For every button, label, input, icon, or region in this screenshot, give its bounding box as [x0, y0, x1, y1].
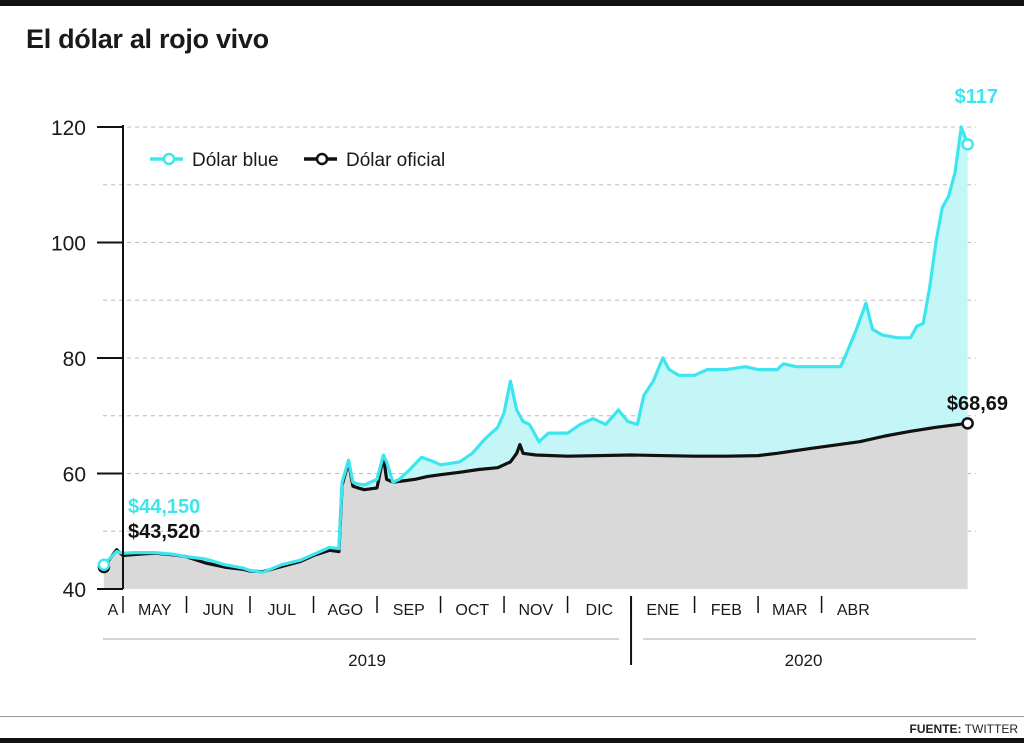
year-label-2020: 2020 [785, 651, 823, 670]
legend-dolar-blue-label: Dólar blue [192, 150, 279, 171]
x-tick-label: NOV [518, 602, 553, 619]
x-tick-label: ABR [837, 602, 870, 619]
x-tick-label: SEP [393, 602, 425, 619]
dolar-oficial-start-label: $43,520 [128, 521, 200, 543]
x-tick-label: AGO [327, 602, 363, 619]
legend: Dólar blue Dólar oficial [150, 150, 445, 171]
x-tick-label: ENE [646, 602, 679, 619]
x-tick-label: A [108, 602, 119, 619]
dolar-oficial-end-point [961, 417, 974, 430]
dolar-blue-end-point [961, 138, 974, 151]
chart-area: 40 60 80 100 120 A MAY JUN JUL AGO SEP OCT NOV DIC ENE… [51, 86, 1008, 670]
x-tick-label: FEB [711, 602, 742, 619]
source-label: FUENTE: [909, 722, 962, 736]
dolar-blue-end-label: $117 [955, 86, 998, 108]
line-layer [97, 125, 974, 574]
bottom-border [0, 738, 1024, 743]
dolar-oficial-area [103, 423, 968, 589]
y-tick-label: 80 [63, 348, 86, 371]
x-tick-label: MAY [138, 602, 172, 619]
label-layer: $44,150 $43,520 $117 $68,69 [128, 86, 1008, 543]
dolar-blue-start-label: $44,150 [128, 496, 200, 518]
x-tick-label: JUN [203, 602, 234, 619]
y-tick-label: 60 [63, 464, 86, 487]
x-tick-label: OCT [455, 602, 489, 619]
x-tick-label: JUL [268, 602, 297, 619]
legend-dolar-blue-marker [162, 152, 176, 166]
y-tick-label: 100 [51, 233, 86, 256]
y-tick-label: 120 [51, 117, 86, 140]
top-border [0, 0, 1024, 6]
legend-dolar-oficial-marker [315, 152, 329, 166]
legend-dolar-oficial-label: Dólar oficial [346, 150, 445, 171]
source-value: TWITTER [964, 722, 1018, 736]
dolar-oficial-end-label: $68,69 [947, 393, 1008, 415]
chart-title: El dólar al rojo vivo [26, 24, 269, 54]
fill-layer [103, 127, 968, 589]
footer-divider [0, 716, 1024, 717]
y-tick-label: 40 [63, 579, 86, 602]
dolar-blue-line [102, 125, 970, 574]
grid-layer [103, 126, 976, 532]
axis-layer: 40 60 80 100 120 A MAY JUN JUL AGO SEP OCT NOV DIC ENE… [51, 117, 976, 670]
x-tick-label: MAR [772, 602, 808, 619]
dolar-blue-start-point [97, 558, 111, 571]
year-label-2019: 2019 [348, 651, 386, 670]
source-credit: FUENTE: TWITTER [910, 722, 1018, 736]
x-tick-label: DIC [586, 602, 614, 619]
